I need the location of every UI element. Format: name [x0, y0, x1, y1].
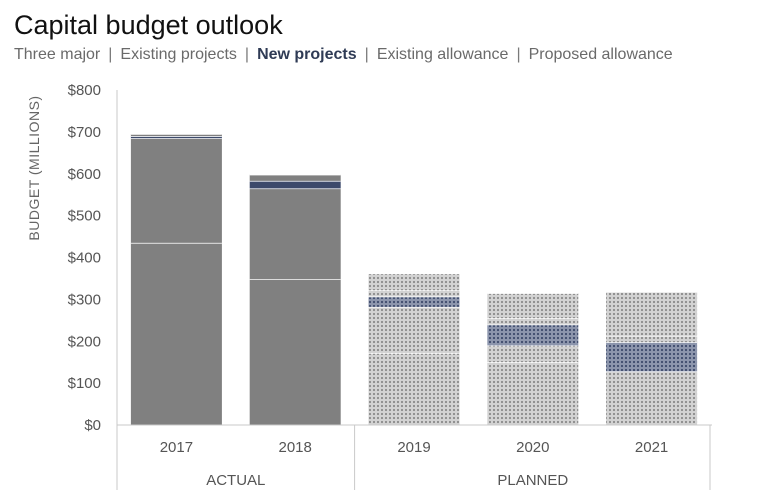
y-tick-label: $600	[68, 166, 101, 183]
x-axis: 2017 2018 2019 2020 2021	[160, 439, 669, 456]
bar-segment	[606, 335, 698, 343]
bar-segment	[368, 306, 460, 353]
legend-item-existing-projects[interactable]: Existing projects	[120, 46, 237, 63]
legend-separator: |	[516, 46, 521, 63]
bar-segment	[487, 324, 579, 346]
group-label: PLANNED	[497, 472, 568, 489]
legend-item-three-major[interactable]: Three major	[14, 46, 101, 63]
bar-segment	[249, 174, 341, 181]
chart-title: Capital budget outlook	[14, 10, 283, 40]
bar-segment	[606, 342, 698, 372]
y-tick-label: $400	[68, 250, 101, 267]
legend-separator: |	[108, 46, 113, 63]
x-tick-label: 2019	[397, 439, 430, 456]
y-axis: $0 $100 $200 $300 $400 $500 $600 $700 $800	[68, 82, 101, 434]
y-tick-label: $800	[68, 82, 101, 99]
y-axis-label: BUDGET (MILLIONS)	[26, 95, 42, 240]
legend-separator: |	[364, 46, 369, 63]
x-tick-label: 2020	[516, 439, 549, 456]
y-tick-label: $0	[84, 417, 101, 434]
bar-segment	[606, 371, 698, 425]
bar-segment	[487, 293, 579, 319]
bar-segment	[487, 345, 579, 363]
y-tick-label: $500	[68, 208, 101, 225]
bar-segment	[487, 362, 579, 425]
bar-segment	[130, 136, 222, 139]
x-tick-label: 2021	[635, 439, 668, 456]
legend-item-proposed-allowance[interactable]: Proposed allowance	[528, 46, 673, 63]
x-tick-label: 2017	[160, 439, 193, 456]
axes	[116, 90, 712, 490]
y-tick-label: $300	[68, 291, 101, 308]
bar-segment	[130, 133, 222, 137]
category-groups: ACTUAL PLANNED	[206, 425, 711, 490]
y-tick-label: $100	[68, 375, 101, 392]
y-tick-label: $200	[68, 333, 101, 350]
x-tick-label: 2018	[279, 439, 312, 456]
bar-segment	[368, 273, 460, 291]
bar-segment	[487, 318, 579, 325]
bar-segment	[606, 291, 698, 336]
legend-item-new-projects[interactable]: New projects	[257, 46, 357, 63]
bar-segment	[249, 188, 341, 280]
bar-segment	[368, 290, 460, 297]
bar-segment	[368, 352, 460, 425]
bar-segment	[130, 242, 222, 425]
group-label: ACTUAL	[206, 472, 265, 489]
legend-separator: |	[244, 46, 250, 63]
y-tick-label: $700	[68, 124, 101, 141]
bars	[130, 133, 698, 425]
bar-segment	[130, 138, 222, 243]
bar-segment	[249, 279, 341, 425]
legend: Three major | Existing projects | New projec…	[14, 46, 673, 64]
bar-segment	[368, 296, 460, 307]
legend-item-existing-allowance[interactable]: Existing allowance	[376, 46, 509, 63]
bar-segment	[249, 180, 341, 189]
